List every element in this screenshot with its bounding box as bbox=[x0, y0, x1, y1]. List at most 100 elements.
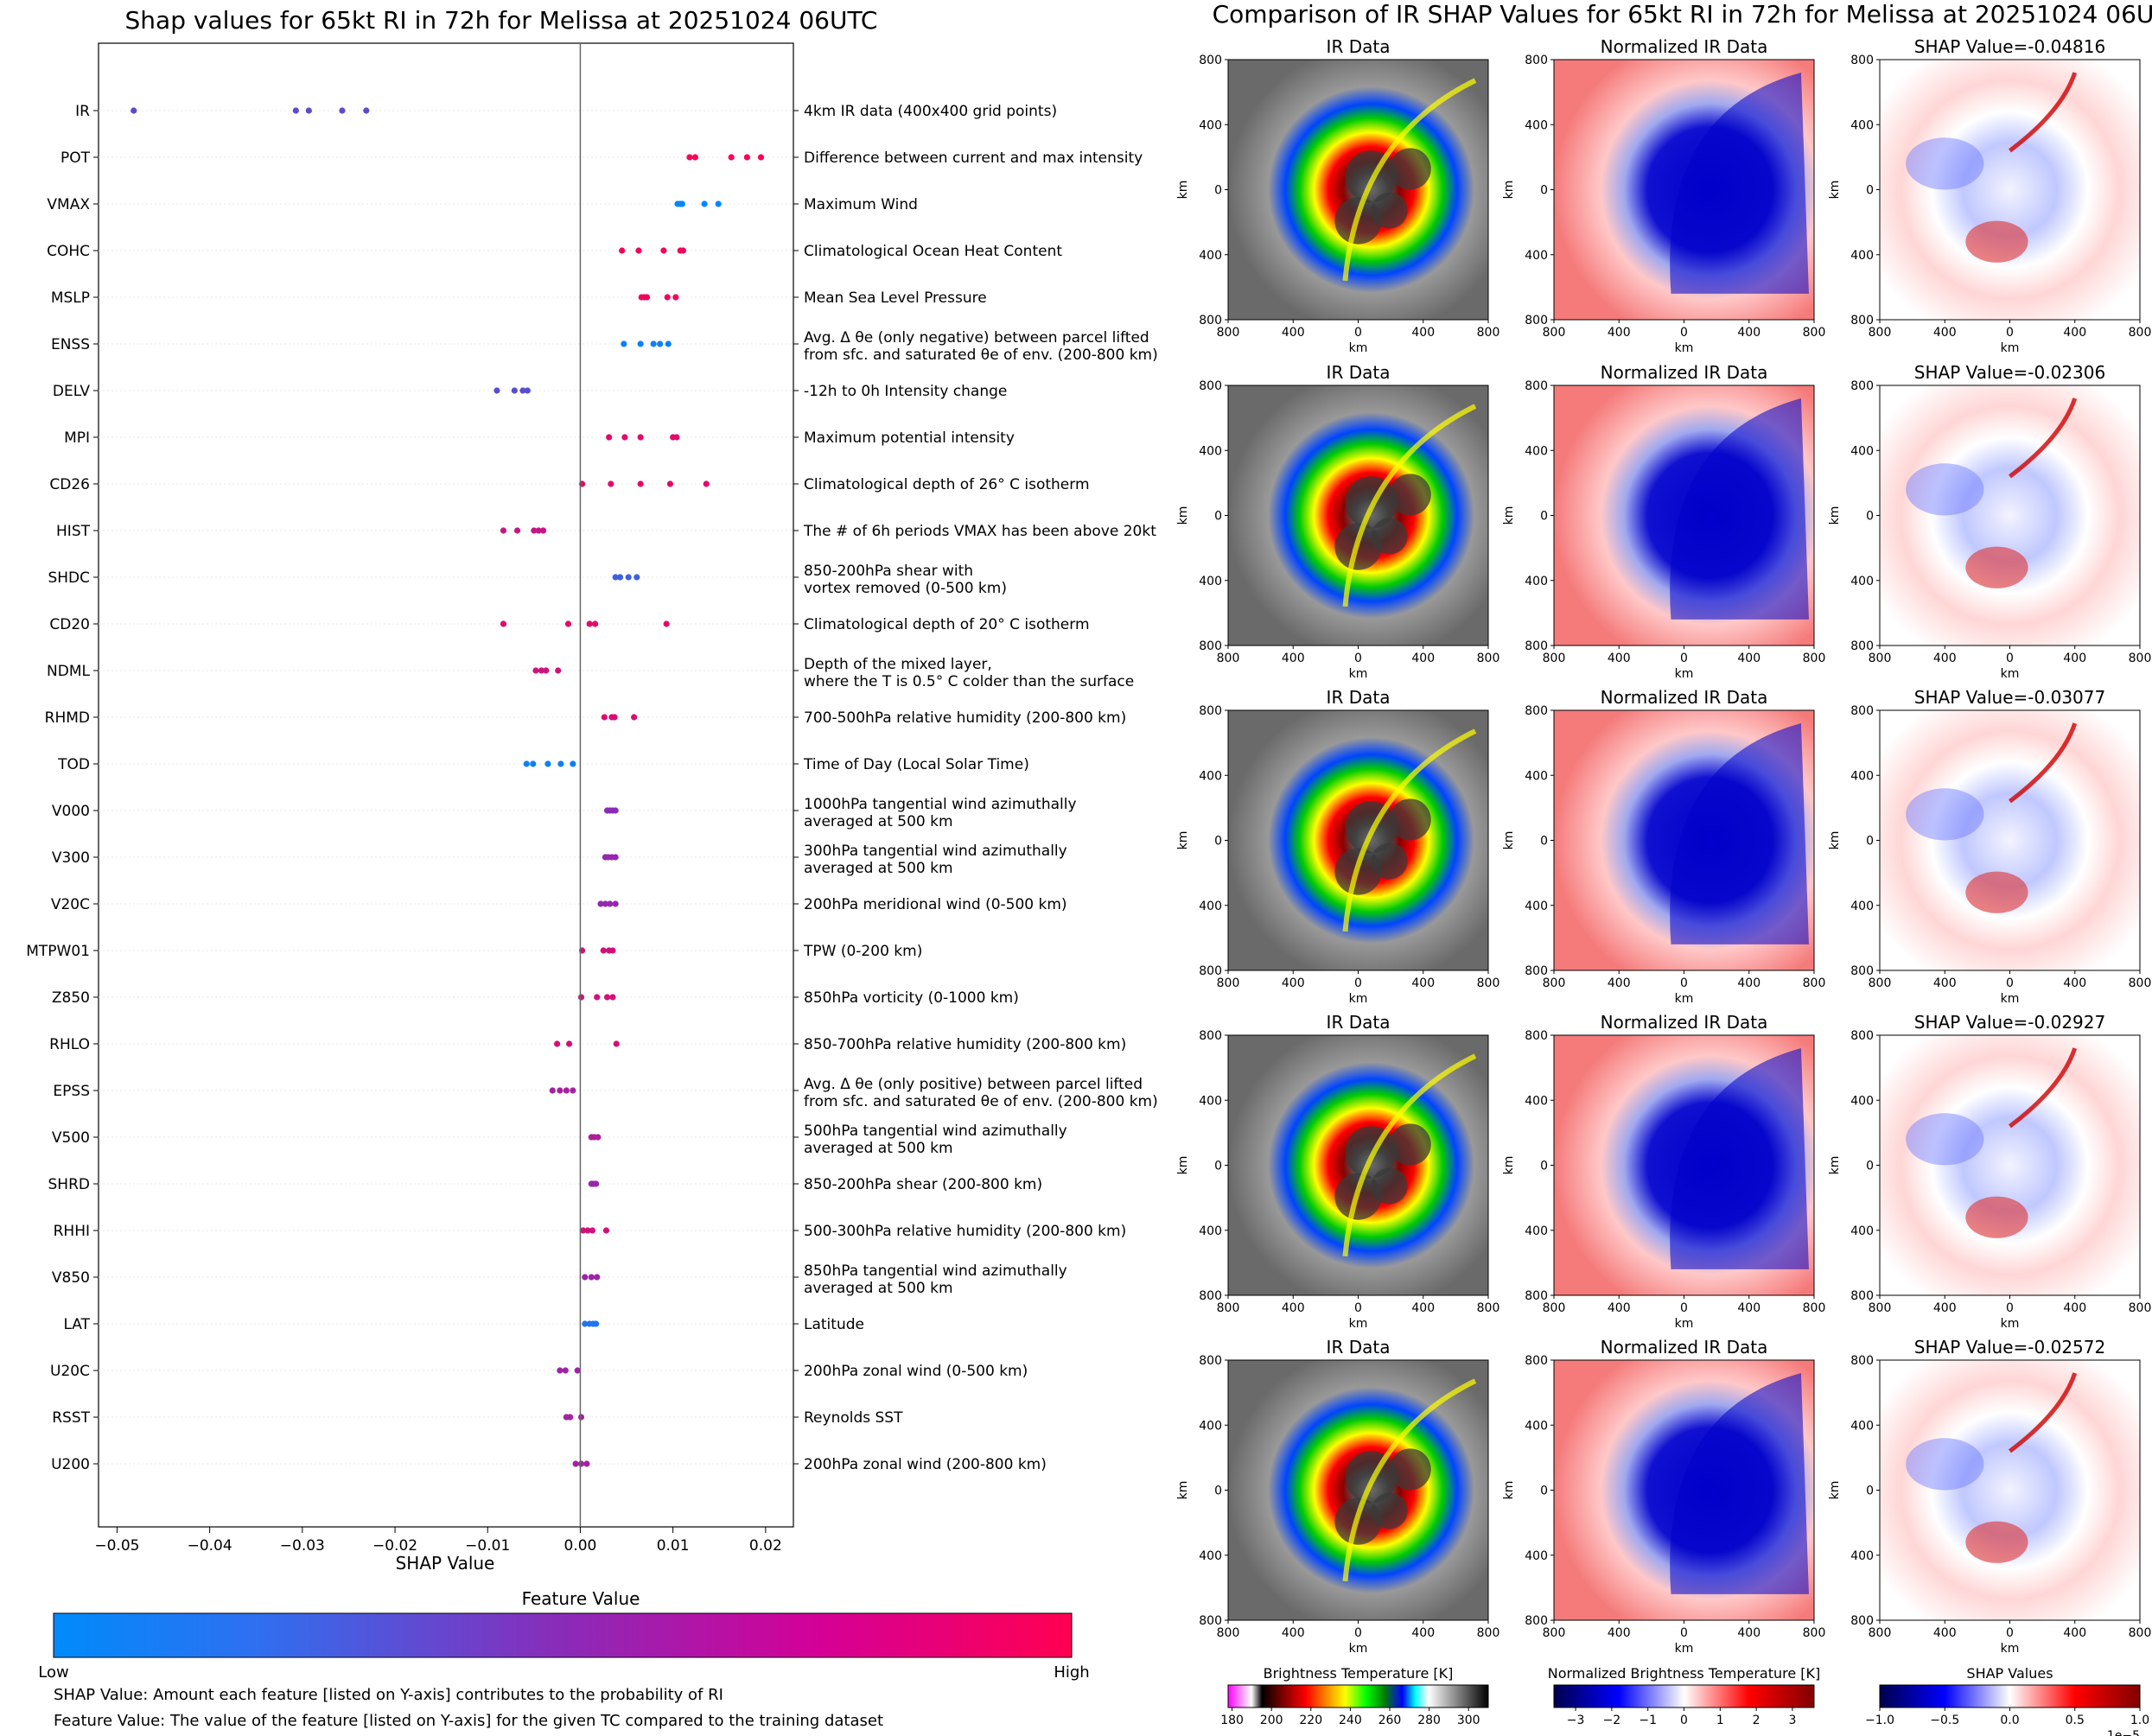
shap-point-pot bbox=[728, 154, 735, 161]
y-axis-label: km bbox=[1176, 1481, 1190, 1500]
positive-shap-region bbox=[1965, 1196, 2028, 1238]
convective-cell bbox=[1371, 843, 1408, 880]
shap-point-u20c bbox=[562, 1367, 569, 1374]
feature-description: 850-700hPa relative humidity (200-800 km… bbox=[804, 1036, 1126, 1053]
y-tick-label: 400 bbox=[1850, 118, 1874, 132]
y-tick-label: 800 bbox=[1525, 1614, 1548, 1628]
shap-point-enss bbox=[650, 340, 657, 347]
shap-point-v000 bbox=[612, 807, 619, 814]
x-tick-label: 400 bbox=[1411, 652, 1435, 665]
feature-description: from sfc. and saturated θe of env. (200-… bbox=[804, 1093, 1158, 1110]
colorbar-high-label: High bbox=[1054, 1663, 1089, 1682]
y-tick-label: 800 bbox=[1199, 639, 1222, 653]
y-axis-label: km bbox=[1502, 831, 1516, 850]
y-tick-label: 800 bbox=[1525, 1289, 1548, 1303]
feature-name-hist: HIST bbox=[56, 523, 91, 540]
shap-point-z850 bbox=[577, 994, 585, 1001]
shap-point-mpi bbox=[606, 434, 613, 441]
y-tick-label: 0 bbox=[1214, 835, 1222, 849]
shap-point-z850 bbox=[609, 994, 616, 1001]
colorbar-tick-label: 0 bbox=[1680, 1714, 1688, 1727]
y-tick-label: 800 bbox=[1850, 1289, 1874, 1303]
shap-point-cohc bbox=[679, 247, 687, 254]
shap-image bbox=[1880, 710, 2140, 970]
feature-name-v300: V300 bbox=[52, 849, 90, 867]
x-tick-label: 0 bbox=[1354, 976, 1362, 990]
feature-description: Climatological depth of 26° C isotherm bbox=[804, 476, 1090, 493]
feature-name-mtpw01: MTPW01 bbox=[26, 943, 90, 960]
shap-point-v500 bbox=[595, 1134, 602, 1141]
convective-cell bbox=[1389, 1123, 1431, 1166]
cold-cloud-region bbox=[1670, 398, 1809, 620]
shap-point-cohc bbox=[619, 247, 626, 254]
y-axis-label: km bbox=[1502, 181, 1516, 200]
x-tick-label: 0 bbox=[1680, 1626, 1688, 1640]
feature-value-colorbar bbox=[53, 1612, 1073, 1658]
x-tick-label: 800 bbox=[1803, 1626, 1826, 1640]
y-tick-label: 0 bbox=[1214, 510, 1222, 524]
x-tick-label: 800 bbox=[1477, 1626, 1500, 1640]
feature-name-vmax: VMAX bbox=[47, 196, 90, 213]
feature-description: 850hPa tangential wind azimuthally bbox=[804, 1262, 1067, 1280]
convective-cell bbox=[1371, 518, 1408, 555]
x-axis-label: km bbox=[2001, 341, 2020, 355]
colorbar-tick-label: 280 bbox=[1417, 1714, 1441, 1727]
ir-comparison-grid: IR Data 800 800 400 400 0 0 400 400 800 800 km km Nor… bbox=[1176, 36, 2151, 1656]
panel-title: Normalized IR Data bbox=[1601, 687, 1768, 708]
x-tick-label: 0 bbox=[2006, 326, 2014, 340]
x-tick-label: 400 bbox=[1933, 652, 1957, 665]
y-axis-label: km bbox=[1502, 506, 1516, 525]
x-tick-label: 0 bbox=[1680, 976, 1688, 990]
shap-point-z850 bbox=[603, 994, 611, 1001]
shap-point-mtpw01 bbox=[609, 947, 616, 954]
feature-description: 850hPa vorticity (0-1000 km) bbox=[804, 989, 1019, 1007]
shap-point-v20c bbox=[602, 900, 608, 907]
panel-title: SHAP Value=-0.03077 bbox=[1914, 687, 2105, 708]
shap-point-enss bbox=[665, 340, 672, 347]
x-tick-label: −0.04 bbox=[188, 1537, 232, 1555]
x-tick-label: 400 bbox=[1608, 326, 1631, 340]
feature-name-delv: DELV bbox=[53, 383, 90, 400]
colorbar-tick-label: 220 bbox=[1299, 1714, 1322, 1727]
y-tick-label: 0 bbox=[1214, 184, 1222, 198]
colorbar-tick-label: −3 bbox=[1567, 1714, 1585, 1727]
panel-title: IR Data bbox=[1327, 1337, 1391, 1358]
y-tick-label: 800 bbox=[1199, 704, 1222, 718]
shap-point-cd20 bbox=[586, 620, 593, 627]
shap-point-ndml bbox=[538, 667, 545, 674]
y-tick-label: 400 bbox=[1525, 1549, 1548, 1563]
shap-panel: SHAP Value=-0.02306800800400400004004008… bbox=[1828, 362, 2151, 681]
y-tick-label: 800 bbox=[1525, 314, 1548, 327]
y-tick-label: 400 bbox=[1850, 249, 1874, 263]
y-tick-label: 800 bbox=[1525, 54, 1548, 67]
x-tick-label: 400 bbox=[1933, 1626, 1957, 1640]
convective-cell bbox=[1371, 1167, 1408, 1205]
y-tick-label: 400 bbox=[1199, 1094, 1222, 1108]
x-tick-label: 800 bbox=[1477, 652, 1500, 665]
shap-point-cd20 bbox=[591, 620, 599, 627]
cold-cloud-region bbox=[1670, 723, 1809, 944]
colorbar-tick-label: 3 bbox=[1788, 1714, 1796, 1727]
x-tick-label: 800 bbox=[1803, 652, 1826, 665]
y-tick-label: 800 bbox=[1525, 704, 1548, 718]
y-tick-label: 400 bbox=[1850, 769, 1874, 783]
convective-cell bbox=[1371, 192, 1408, 229]
feature-name-rsst: RSST bbox=[52, 1409, 90, 1427]
y-tick-label: 400 bbox=[1850, 575, 1874, 588]
feature-name-lat: LAT bbox=[63, 1316, 90, 1333]
colorbar-tick-label: 240 bbox=[1339, 1714, 1362, 1727]
shap-point-v850 bbox=[594, 1274, 601, 1281]
shap-point-cd26 bbox=[608, 480, 614, 487]
convective-cell bbox=[1389, 798, 1431, 841]
x-tick-label: 400 bbox=[1608, 1301, 1631, 1315]
y-tick-label: 400 bbox=[1525, 1419, 1548, 1433]
x-tick-label: 800 bbox=[2129, 326, 2152, 340]
colorbar-tick-label: 300 bbox=[1457, 1714, 1480, 1727]
shap-point-enss bbox=[657, 340, 664, 347]
panel-title: Normalized IR Data bbox=[1601, 362, 1768, 383]
x-tick-label: 0 bbox=[2006, 976, 2014, 990]
colorbar-title: Brightness Temperature [K] bbox=[1264, 1665, 1454, 1682]
x-axis-label: km bbox=[1349, 667, 1368, 681]
y-tick-label: 0 bbox=[1540, 184, 1548, 198]
feature-description: averaged at 500 km bbox=[804, 1280, 953, 1297]
